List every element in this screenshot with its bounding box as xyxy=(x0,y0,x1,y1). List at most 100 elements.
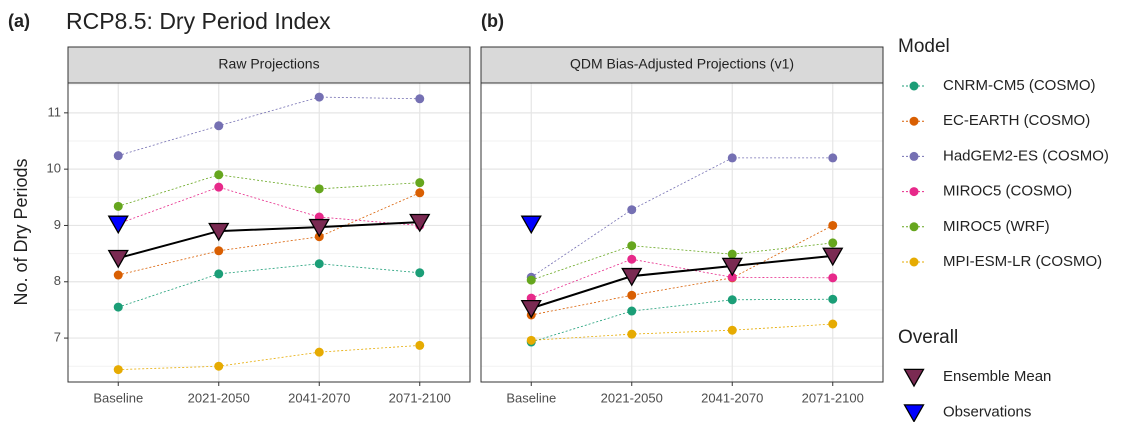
legend-key xyxy=(909,81,919,91)
legend-label: EC-EARTH (COSMO) xyxy=(943,112,1090,129)
x-tick-label: Baseline xyxy=(506,390,556,405)
legend-key xyxy=(903,404,925,422)
series-line xyxy=(530,254,833,310)
plot-area xyxy=(481,83,883,382)
point xyxy=(526,275,536,285)
point xyxy=(214,269,224,279)
series-line xyxy=(531,258,833,299)
point xyxy=(627,306,637,316)
triangle-point xyxy=(721,257,743,277)
point xyxy=(113,151,123,161)
point xyxy=(214,246,224,256)
legend-title: Overall xyxy=(898,327,958,348)
triangle-point xyxy=(107,249,129,269)
series-line xyxy=(117,221,420,260)
point xyxy=(314,347,324,357)
y-axis-label: No. of Dry Periods xyxy=(11,158,31,305)
legend-key xyxy=(909,187,919,197)
point xyxy=(727,325,737,335)
x-tick-label: 2071-2100 xyxy=(802,390,864,405)
point xyxy=(828,153,838,163)
legend-label: CNRM-CM5 (COSMO) xyxy=(943,77,1095,94)
y-tick-label: 9 xyxy=(54,217,61,232)
chart-title: RCP8.5: Dry Period Index xyxy=(66,8,331,34)
legend-key xyxy=(909,151,919,161)
y-tick-label: 7 xyxy=(54,330,61,345)
series-line xyxy=(118,345,420,371)
legend-title: Model xyxy=(898,36,950,57)
y-tick-label: 10 xyxy=(47,161,61,176)
x-tick-label: 2041-2070 xyxy=(288,390,350,405)
triangle-point xyxy=(822,247,844,267)
strip-label: QDM Bias-Adjusted Projections (v1) xyxy=(570,56,794,72)
triangle-point xyxy=(520,215,542,235)
x-tick-label: 2021-2050 xyxy=(188,390,250,405)
triangle-point xyxy=(409,213,431,233)
x-tick-label: 2021-2050 xyxy=(601,390,663,405)
x-tick-label: 2071-2100 xyxy=(389,390,451,405)
point xyxy=(627,241,637,251)
point xyxy=(415,178,425,188)
point xyxy=(727,295,737,305)
legend-key xyxy=(909,116,919,126)
legend-key xyxy=(909,257,919,267)
legend-label: MIROC5 (COSMO) xyxy=(943,183,1072,200)
legend-label: Ensemble Mean xyxy=(943,368,1051,385)
point xyxy=(214,170,224,180)
legend-key xyxy=(909,222,919,232)
legend-label: Observations xyxy=(943,403,1031,420)
y-tick-label: 8 xyxy=(54,273,61,288)
series-line xyxy=(531,298,833,343)
series-line xyxy=(531,157,833,278)
point xyxy=(214,121,224,131)
legend-label: MIROC5 (WRF) xyxy=(943,218,1050,235)
legend-label: MPI-ESM-LR (COSMO) xyxy=(943,253,1102,270)
panel-border xyxy=(480,82,884,383)
strip-label: Raw Projections xyxy=(218,56,319,72)
point xyxy=(828,294,838,304)
x-tick-label: Baseline xyxy=(93,390,143,405)
point xyxy=(415,94,425,104)
panel-label: (a) xyxy=(8,11,30,31)
strip xyxy=(480,46,884,84)
triangle-point xyxy=(308,218,330,238)
point xyxy=(627,329,637,339)
point xyxy=(415,188,425,198)
point xyxy=(113,365,123,375)
point xyxy=(214,361,224,371)
point xyxy=(828,238,838,248)
triangle-point xyxy=(520,299,542,319)
point xyxy=(627,205,637,215)
point xyxy=(828,220,838,230)
point xyxy=(727,153,737,163)
point xyxy=(314,92,324,102)
point xyxy=(526,335,536,345)
series-line xyxy=(118,96,420,157)
point xyxy=(314,184,324,194)
triangle-point xyxy=(621,267,643,287)
series-line xyxy=(118,174,420,207)
series-line xyxy=(531,242,833,281)
panel-border xyxy=(67,82,471,383)
point xyxy=(828,319,838,329)
strip xyxy=(67,46,471,84)
panel-label: (b) xyxy=(481,11,504,31)
series-line xyxy=(118,186,420,226)
x-tick-label: 2041-2070 xyxy=(701,390,763,405)
point xyxy=(113,302,123,312)
point xyxy=(415,268,425,278)
point xyxy=(727,249,737,259)
point xyxy=(415,340,425,350)
point xyxy=(828,273,838,283)
triangle-point xyxy=(208,222,230,242)
point xyxy=(627,254,637,264)
point xyxy=(314,259,324,269)
series-line xyxy=(531,225,833,316)
point xyxy=(113,201,123,211)
point xyxy=(627,290,637,300)
point xyxy=(214,182,224,192)
legend-key xyxy=(903,368,925,388)
point xyxy=(727,272,737,282)
series-line xyxy=(118,263,420,308)
